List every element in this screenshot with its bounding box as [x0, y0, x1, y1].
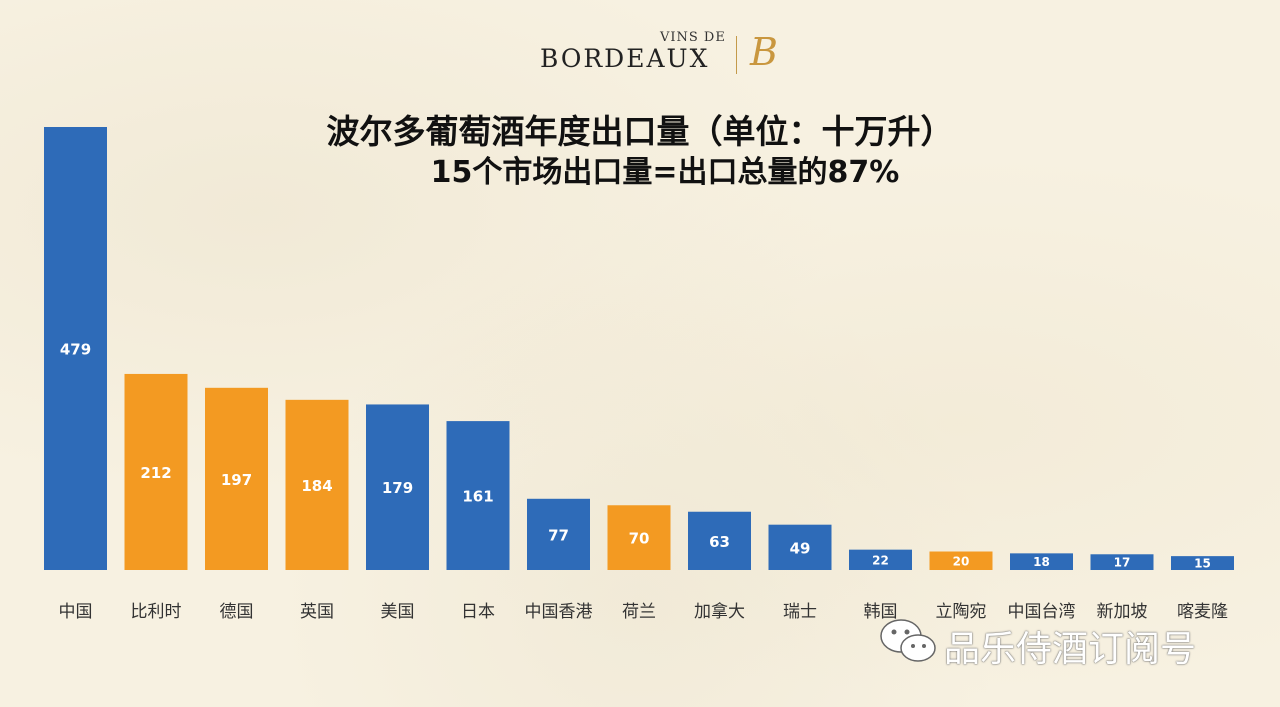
category-label-9: 瑞士 [783, 602, 817, 622]
wechat-icon [880, 619, 936, 662]
data-label-0: 479 [60, 341, 91, 359]
bar-6 [527, 498, 590, 570]
data-label-2: 197 [221, 471, 252, 489]
data-label-1: 212 [140, 464, 171, 482]
category-label-10: 韩国 [864, 602, 898, 622]
bar-3 [285, 399, 349, 570]
chart-subtitle: 15个市场出口量=出口总量的87% [430, 155, 900, 190]
category-label-14: 喀麦隆 [1177, 602, 1228, 622]
category-label-11: 立陶宛 [936, 602, 987, 622]
category-label-13: 新加坡 [1097, 602, 1148, 622]
chart-title: 波尔多葡萄酒年度出口量（单位：十万升） [326, 112, 954, 151]
bar-14 [1171, 556, 1234, 570]
bar-11 [929, 551, 993, 570]
logo-bordeaux: BORDEAUX [540, 44, 710, 73]
category-label-7: 荷兰 [622, 602, 656, 622]
category-label-0: 中国 [59, 602, 93, 622]
watermark: 品乐侍酒订阅号 [878, 616, 1258, 670]
data-label-4: 179 [382, 479, 413, 497]
bar-0 [44, 127, 107, 570]
data-label-7: 70 [629, 530, 650, 548]
bar-10 [849, 549, 912, 570]
category-label-3: 英国 [300, 602, 334, 622]
bar-13 [1090, 554, 1154, 570]
category-label-6: 中国香港 [525, 602, 593, 622]
bar-5 [446, 421, 510, 570]
data-label-5: 161 [462, 488, 493, 506]
category-label-5: 日本 [461, 602, 495, 622]
bordeaux-logo: VINS DE BORDEAUX B [540, 30, 810, 78]
category-label-4: 美国 [381, 602, 415, 622]
bar-1 [124, 373, 188, 570]
bar-9 [768, 524, 832, 570]
data-label-6: 77 [548, 526, 569, 544]
bar-4 [366, 404, 429, 570]
category-label-1: 比利时 [131, 602, 182, 622]
data-label-14: 15 [1194, 557, 1211, 571]
data-label-11: 20 [953, 554, 970, 568]
logo-vins-de: VINS DE [660, 30, 726, 45]
bar-8 [688, 511, 751, 570]
category-label-8: 加拿大 [694, 601, 745, 622]
category-label-12: 中国台湾 [1008, 602, 1076, 622]
data-label-10: 22 [872, 553, 889, 567]
bar-12 [1010, 553, 1073, 570]
bar-2 [205, 387, 268, 570]
data-label-12: 18 [1033, 555, 1050, 569]
data-label-13: 17 [1114, 556, 1131, 570]
logo-separator [736, 36, 737, 74]
watermark-text: 品乐侍酒订阅号 [944, 629, 1197, 670]
data-label-3: 184 [301, 477, 332, 495]
bar-7 [607, 505, 671, 570]
data-label-8: 63 [709, 533, 730, 551]
category-label-2: 德国 [220, 602, 254, 622]
logo-b-mark: B [750, 30, 778, 74]
data-label-9: 49 [790, 539, 811, 557]
